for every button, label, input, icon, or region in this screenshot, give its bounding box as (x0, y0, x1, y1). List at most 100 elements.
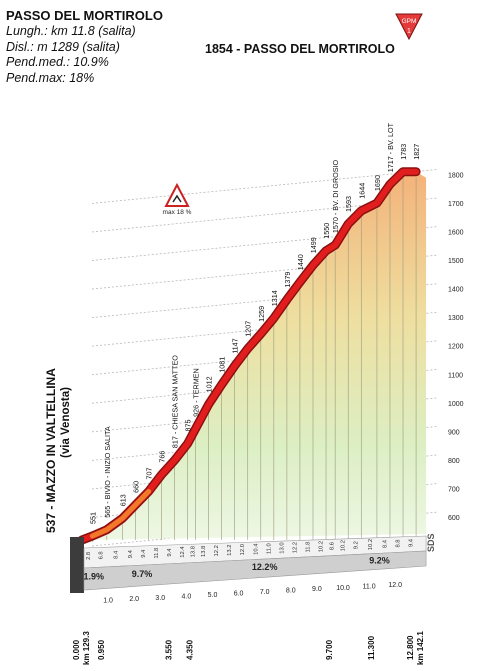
segment-gradient: 12.0 (240, 544, 246, 555)
elevation-tick: 1600 (448, 230, 464, 237)
point-label: 565 - BIVIO - INIZIO SALITA (103, 426, 112, 518)
point-label: 766 (158, 451, 167, 463)
summit-title: 1854 - PASSO DEL MORTIROLO (205, 42, 395, 56)
section-gradient: 12.2% (252, 562, 278, 572)
km-tick: 3.0 (155, 595, 165, 602)
segment-gradient: 9.2 (354, 541, 360, 549)
km-tick: 12.0 (388, 582, 402, 589)
start-town: 537 - MAZZO IN VALTELLINA (44, 368, 58, 533)
point-label: 1499 (309, 237, 318, 253)
segment-gradient: 12.2 (214, 545, 220, 556)
elevation-tick: 1000 (448, 401, 464, 408)
point-label: 660 (132, 481, 141, 493)
segment-gradient: 9.4 (167, 548, 173, 557)
distance-mark: 11.300 (367, 635, 376, 660)
grid-line-1800 (91, 169, 439, 204)
elevation-tick: 1300 (448, 315, 464, 322)
segment-gradient: 13.8 (201, 546, 207, 557)
start-label: 537 - MAZZO IN VALTELLINA (via Venosta) (44, 368, 72, 533)
segment-gradient: 13.0 (279, 542, 285, 553)
point-label: 1314 (270, 290, 279, 306)
point-label: 1783 (399, 144, 408, 160)
start-town-sub: (via Venosta) (60, 387, 72, 458)
distance-mark: 4.350 (186, 639, 195, 660)
segment-gradient: 13.8 (191, 546, 197, 557)
segment-gradient: 8.4 (114, 550, 120, 559)
elevation-tick: 700 (448, 486, 460, 493)
segment-gradient: 6.8 (99, 551, 105, 559)
distance-mark: km 129.3 (82, 631, 91, 665)
point-label: 1012 (205, 376, 214, 392)
point-label: 1081 (218, 357, 227, 373)
elevation-tick: 1500 (448, 258, 464, 265)
gpm-category: 1 (407, 28, 411, 35)
section-gradient: 1.9% (83, 571, 104, 581)
climb-avg-gradient: Pend.med.: 10.9% (6, 55, 109, 69)
segment-gradient: 11.8 (154, 548, 160, 559)
gpm-triangle-icon (395, 13, 423, 41)
section-gradient: 9.7% (132, 569, 153, 579)
km-tick: 7.0 (260, 589, 270, 596)
point-label: 1690 (373, 175, 382, 191)
km-tick: 9.0 (312, 586, 322, 593)
climb-title: PASSO DEL MORTIROLO (6, 8, 163, 23)
segment-gradient: 2.8 (86, 552, 92, 560)
point-label: 1207 (244, 321, 253, 337)
segment-gradient: 10.2 (368, 539, 374, 550)
start-block (70, 537, 84, 593)
elevation-tick: 1800 (448, 172, 464, 179)
elevation-tick: 1100 (448, 372, 463, 379)
segment-gradient: 8.6 (330, 542, 336, 550)
segment-gradient: 13.2 (227, 545, 233, 556)
point-label: 875 (184, 420, 193, 432)
point-label: 1827 (412, 144, 421, 160)
distance-mark: 12.800 (406, 635, 415, 660)
sds-label: SDS (426, 533, 436, 552)
climb-length: Lungh.: km 11.8 (salita) (6, 24, 136, 38)
gpm-label: GPM (402, 18, 417, 25)
section-gradient: 9.2% (369, 556, 390, 566)
point-label: 551 (88, 512, 97, 524)
road-line-easy (89, 489, 152, 539)
segment-gradient: 8.4 (383, 539, 389, 548)
max-gradient-marker: max 18 % (163, 182, 192, 216)
hill-icon (172, 194, 182, 203)
segment-gradient: 11.0 (266, 543, 272, 554)
point-label: 613 (119, 494, 128, 506)
segment-gradient: 10.2 (319, 541, 325, 552)
point-label: 1550 (322, 223, 331, 239)
point-label: 1644 (357, 183, 366, 199)
segment-gradient: 9.4 (409, 538, 415, 547)
point-label: 1147 (231, 338, 240, 353)
km-tick: 6.0 (234, 590, 244, 597)
elevation-tick: 800 (448, 458, 460, 465)
km-tick: 10.0 (336, 585, 350, 592)
km-tick: 8.0 (286, 588, 296, 595)
climb-stats: PASSO DEL MORTIROLO Lungh.: km 11.8 (sal… (6, 8, 163, 86)
elevation-tick: 900 (448, 429, 460, 436)
elevation-tick: 1700 (448, 201, 464, 208)
distance-mark: 0.950 (97, 639, 106, 660)
km-tick: 4.0 (182, 593, 192, 600)
climb-max-gradient: Pend.max: 18% (6, 70, 95, 85)
climb-gain: Disl.: m 1289 (salita) (6, 39, 120, 54)
distance-mark: 3.550 (165, 639, 174, 660)
point-label: 1570 - BV. DI GROSIO (331, 159, 340, 233)
elevation-tick: 1400 (448, 287, 464, 294)
point-label: 1379 (283, 272, 292, 288)
elevation-tick: 1200 (448, 344, 464, 351)
point-label: 707 (145, 468, 154, 480)
point-label: 1593 (344, 196, 353, 212)
km-tick: 2.0 (129, 596, 139, 603)
segment-gradient: 10.2 (341, 540, 347, 551)
segment-gradient: 12.2 (292, 542, 298, 553)
distance-mark: 0.000 (72, 639, 81, 660)
sds-logo: SDS (426, 533, 436, 552)
profile-area (82, 171, 427, 540)
km-tick: 5.0 (208, 592, 218, 599)
segment-gradient: 9.4 (141, 549, 147, 558)
point-label: 1717 - BV. LOT (386, 122, 395, 172)
section-band (83, 550, 427, 591)
